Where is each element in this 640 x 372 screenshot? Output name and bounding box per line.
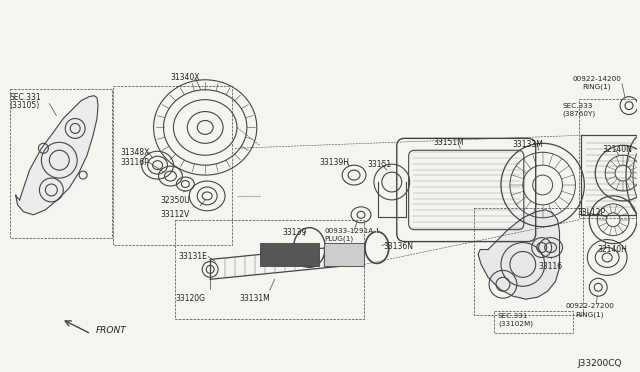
Text: 33151: 33151 [367, 160, 391, 169]
Text: (33105): (33105) [10, 101, 40, 110]
Text: 00933-1291A: 00933-1291A [324, 228, 374, 234]
Text: SEC.331: SEC.331 [498, 313, 529, 319]
Text: 33120G: 33120G [175, 294, 205, 303]
Text: 31340X: 31340X [171, 73, 200, 82]
Bar [579, 99, 640, 218]
Text: 32350U: 32350U [161, 196, 190, 205]
Polygon shape [15, 96, 98, 215]
Text: 33112V: 33112V [161, 210, 190, 219]
Text: (33102M): (33102M) [498, 321, 533, 327]
Text: FRONT: FRONT [96, 326, 127, 336]
Text: 33136N: 33136N [384, 241, 414, 251]
Bar [494, 311, 573, 333]
Bar [113, 86, 232, 244]
Text: 00922-27200: 00922-27200 [566, 303, 614, 309]
Bar [175, 220, 364, 319]
Text: SEC.333: SEC.333 [563, 103, 593, 109]
Text: 33139H: 33139H [319, 158, 349, 167]
Text: 00922-14200: 00922-14200 [572, 76, 621, 82]
Text: 33139: 33139 [282, 228, 307, 237]
Text: 32140H: 32140H [597, 244, 627, 254]
Text: 33116: 33116 [538, 262, 563, 272]
Text: 33L12P: 33L12P [577, 208, 605, 217]
Polygon shape [478, 210, 559, 299]
Text: J33200CQ: J33200CQ [577, 359, 622, 368]
Bar [324, 243, 364, 266]
Bar [10, 89, 112, 238]
Text: PLUG(1): PLUG(1) [324, 235, 353, 242]
Text: 33151M: 33151M [433, 138, 464, 147]
Bar [260, 243, 319, 266]
Text: 33131E: 33131E [179, 253, 207, 262]
Text: RING(1): RING(1) [582, 84, 611, 90]
Text: RING(1): RING(1) [575, 311, 604, 318]
Bar [474, 208, 583, 315]
Text: (38760Y): (38760Y) [563, 110, 596, 117]
Text: 31348X: 31348X [121, 148, 150, 157]
Text: 33131M: 33131M [239, 294, 270, 303]
Text: 33133M: 33133M [513, 140, 543, 149]
Text: SEC.331: SEC.331 [10, 93, 42, 102]
Text: 33116P: 33116P [121, 158, 150, 167]
Text: 32140N: 32140N [602, 145, 632, 154]
